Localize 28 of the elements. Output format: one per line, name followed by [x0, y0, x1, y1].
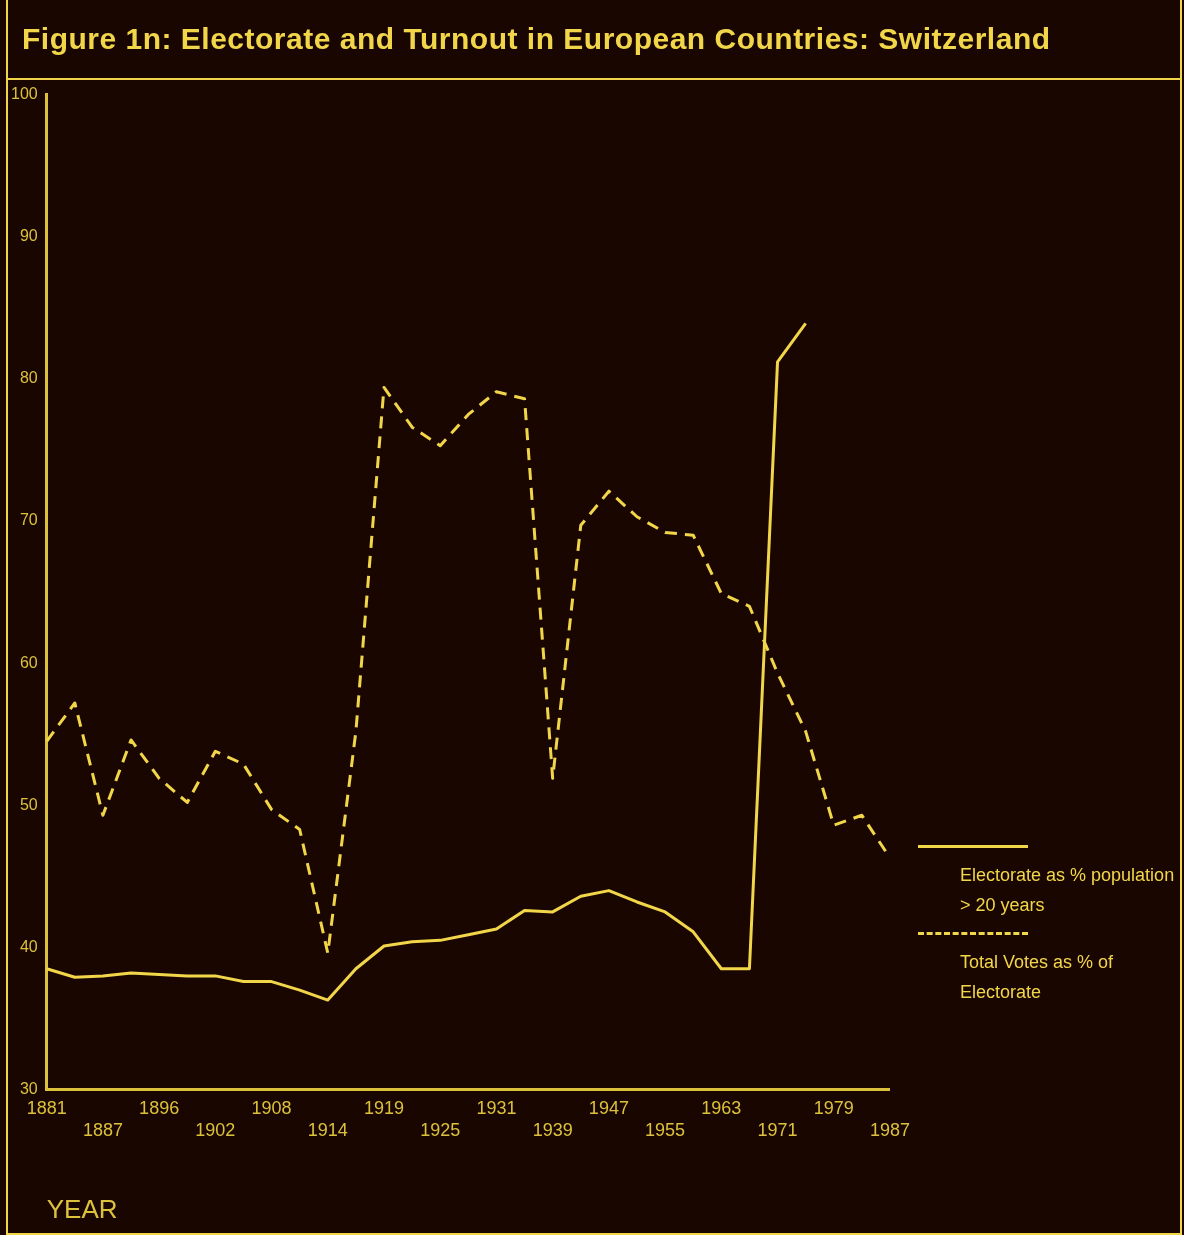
- x-tick-label: 1939: [532, 1119, 573, 1140]
- x-tick-label: 1881: [26, 1098, 67, 1119]
- x-tick-label: 1887: [82, 1119, 123, 1140]
- y-tick-label: 50: [19, 795, 38, 813]
- x-tick-label: 1908: [251, 1098, 292, 1119]
- text: Electorate as % population > 20 years: [959, 864, 1176, 917]
- y-tick-label: 60: [19, 653, 38, 671]
- y-tick-label: 40: [19, 937, 38, 955]
- x-tick-label: 1955: [645, 1119, 686, 1140]
- x-tick-label: 1931: [476, 1098, 517, 1119]
- x-tick-label: 1947: [588, 1098, 629, 1119]
- text: Total Votes as % of Electorate: [959, 951, 1115, 1004]
- x-tick-label: 1902: [195, 1119, 236, 1140]
- x-tick-label: 1971: [757, 1119, 798, 1140]
- y-tick-label: 70: [19, 511, 38, 529]
- x-axis-title: YEAR: [46, 1193, 118, 1224]
- y-tick-label: 80: [19, 369, 38, 387]
- y-tick-label: 100: [10, 85, 38, 103]
- x-tick-label: 1963: [701, 1098, 742, 1119]
- chart-title: Figure 1n: Electorate and Turnout in European Countries: Switzerland: [8, 0, 1180, 80]
- x-tick-label: 1919: [363, 1098, 405, 1119]
- x-tick-label: 1896: [139, 1098, 180, 1119]
- x-tick-label: 1987: [869, 1119, 910, 1140]
- x-tick-label: 1979: [813, 1098, 854, 1119]
- x-tick-label: 1914: [307, 1119, 348, 1140]
- y-tick-label: 30: [19, 1080, 38, 1098]
- x-tick-label: 1925: [420, 1119, 461, 1140]
- y-tick-label: 90: [19, 227, 38, 245]
